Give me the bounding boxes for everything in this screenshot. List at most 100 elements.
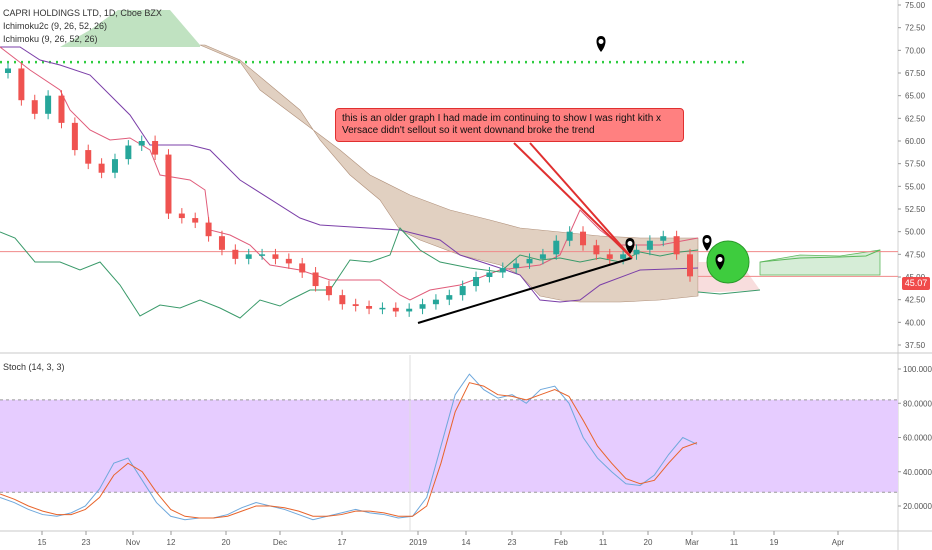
kijun-line [0, 46, 699, 303]
chikou-line [0, 227, 699, 319]
stoch-y-tick-label: 60.0000 [903, 434, 932, 443]
x-tick-label: 14 [462, 538, 471, 547]
x-tick-label: 15 [38, 538, 47, 547]
x-tick-label: 23 [508, 538, 517, 547]
y-tick-label: 52.50 [905, 205, 926, 214]
green-target-circle [706, 240, 750, 284]
candle-body [152, 141, 159, 155]
stoch-y-tick-label: 20.0000 [903, 502, 932, 511]
ichimoku-legend: Ichimoku (9, 26, 52, 26) [3, 34, 98, 44]
x-tick-label: 11 [730, 538, 739, 547]
candle-body [218, 236, 225, 250]
x-tick-label: Feb [554, 538, 568, 547]
candle-body [566, 231, 573, 241]
symbol-legend: CAPRI HOLDINGS LTD, 1D, Cboe BZX [3, 8, 162, 18]
tenkan-line [0, 46, 699, 301]
annotation-note[interactable]: this is an older graph I had made im con… [335, 108, 684, 142]
candle-body [192, 218, 199, 223]
map-pin-marker-right-hole [704, 238, 710, 243]
candle-body [85, 150, 92, 164]
y-tick-label: 67.50 [905, 69, 926, 78]
y-tick-label: 75.00 [905, 1, 926, 10]
trend-line [417, 257, 633, 324]
y-tick-label: 60.00 [905, 137, 926, 146]
candle-body [31, 100, 38, 114]
y-tick-label: 57.50 [905, 160, 926, 169]
ichimoku-cloud-bearish [199, 44, 699, 303]
candle-body [539, 254, 546, 259]
candle-body [486, 272, 493, 277]
candle-body [580, 231, 587, 246]
callout-line-2 [529, 142, 633, 259]
candle-body [45, 95, 52, 114]
x-tick-label: 23 [82, 538, 91, 547]
x-tick-label: 19 [770, 538, 779, 547]
candle-body [432, 299, 439, 305]
candle-body [165, 154, 172, 214]
map-pin-marker-top-hole [598, 39, 604, 44]
stoch-k-line [0, 373, 698, 521]
candle-body [392, 307, 399, 312]
candle-body [125, 145, 132, 160]
callout-line-1 [513, 142, 633, 259]
y-tick-label: 70.00 [905, 46, 926, 55]
x-tick-label: Mar [685, 538, 699, 547]
candle-body [553, 240, 560, 255]
candle-body [5, 68, 11, 73]
candle-body [299, 263, 306, 273]
candle-body [606, 254, 613, 259]
x-tick-label: 20 [222, 538, 231, 547]
candle-body [339, 295, 346, 305]
candle-body [232, 249, 239, 259]
y-tick-label: 55.00 [905, 182, 926, 191]
y-tick-label: 42.50 [905, 296, 926, 305]
candle-body [312, 272, 319, 287]
candle-body [379, 307, 386, 310]
lagging-forward-line [697, 289, 761, 295]
stoch-legend: Stoch (14, 3, 3) [3, 362, 65, 372]
stoch-y-tick-label: 80.0000 [903, 399, 932, 408]
y-tick-label: 37.50 [905, 341, 926, 350]
stoch-band [0, 399, 898, 493]
stoch-y-tick-label: 40.0000 [903, 468, 932, 477]
candle-body [459, 286, 466, 296]
candle-body [71, 122, 78, 151]
candle-body [285, 258, 292, 264]
candle-body [325, 286, 332, 296]
candle-body [633, 249, 640, 255]
x-tick-label: 20 [644, 538, 653, 547]
map-pin-marker-trend-hole [627, 241, 633, 246]
ichimoku2c-legend: Ichimoku2c (9, 26, 52, 26) [3, 21, 108, 31]
x-tick-label: 17 [338, 538, 347, 547]
candle-body [593, 245, 600, 255]
candle-body [499, 267, 506, 273]
candle-body [646, 240, 653, 250]
x-tick-label: Apr [832, 538, 845, 547]
y-tick-label: 72.50 [905, 24, 926, 33]
candle-body [58, 95, 65, 123]
candle-body [660, 236, 667, 241]
y-tick-label: 50.00 [905, 228, 926, 237]
candle-body [366, 306, 373, 309]
candle-body [673, 236, 680, 255]
candle-body [111, 159, 118, 173]
y-tick-label: 40.00 [905, 318, 926, 327]
candle-body [687, 254, 693, 277]
x-tick-label: 12 [167, 538, 176, 547]
candle-body [513, 263, 520, 268]
stoch-d-line [0, 382, 698, 519]
candle-body [473, 277, 480, 287]
candle-body [526, 258, 533, 264]
candle-body [205, 222, 212, 237]
y-tick-label: 62.50 [905, 114, 926, 123]
candle-body [245, 254, 252, 259]
candle-body [178, 213, 185, 219]
x-tick-label: Dec [273, 538, 287, 547]
candle-body [352, 304, 359, 307]
candle-body [446, 295, 453, 300]
candle-body [272, 254, 279, 259]
candle-body [620, 254, 627, 259]
candle-body [406, 308, 413, 312]
candle-body [98, 163, 105, 173]
